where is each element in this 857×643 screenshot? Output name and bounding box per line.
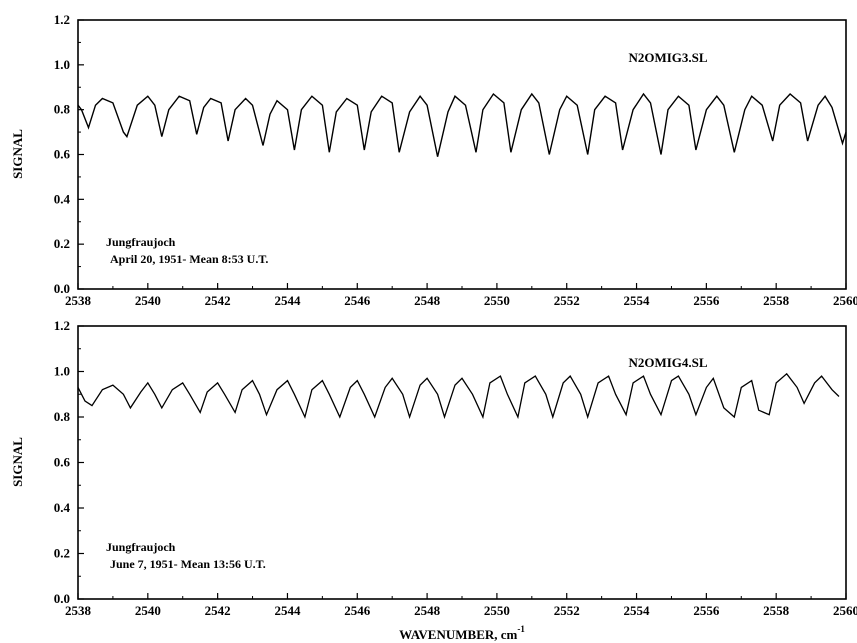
x-tick-label-top-4: 2546: [344, 293, 371, 308]
x-tick-label-bottom-6: 2550: [484, 603, 510, 618]
y-tick-label-top-1: 0.2: [54, 236, 70, 251]
series-file-label-top: N2OMIG3.SL: [628, 50, 707, 65]
y-axis-title-bottom: SIGNAL: [10, 437, 25, 487]
y-tick-label-top-3: 0.6: [54, 147, 71, 162]
x-tick-label-bottom-9: 2556: [693, 603, 720, 618]
panel-bottom: 0.00.20.40.60.81.01.2 2538 2540 2542 2544 25…: [10, 318, 857, 642]
x-tick-label-bottom-8: 2554: [624, 603, 651, 618]
x-tick-label-bottom-5: 2548: [414, 603, 441, 618]
y-tick-label-bottom-2: 0.4: [54, 500, 71, 515]
x-tick-label-top-0: 2538: [65, 293, 92, 308]
y-tick-label-bottom-4: 0.8: [54, 409, 71, 424]
x-tick-label-bottom-1: 2540: [135, 603, 161, 618]
y-tick-label-top-0: 0.0: [54, 281, 70, 296]
spectrum-line-bottom: [77, 372, 840, 420]
x-tick-label-bottom-11: 2560: [833, 603, 857, 618]
x-tick-label-bottom-10: 2558: [763, 603, 790, 618]
x-tick-label-bottom-4: 2546: [344, 603, 371, 618]
x-tick-label-top-3: 2544: [274, 293, 301, 308]
y-tick-label-top-6: 1.2: [54, 12, 70, 27]
plot-frame-top: [77, 19, 847, 290]
location-annotation-bottom: Jungfraujoch: [106, 540, 176, 554]
panel-top: 0.00.20.40.60.81.01.2 2538 2540 2542 2544 25…: [10, 12, 857, 308]
y-tick-label-top-4: 0.8: [54, 102, 71, 117]
x-tick-label-top-10: 2558: [763, 293, 790, 308]
x-tick-label-bottom-2: 2542: [205, 603, 231, 618]
y-tick-label-bottom-3: 0.6: [54, 455, 71, 470]
x-tick-label-bottom-3: 2544: [274, 603, 301, 618]
x-tick-label-top-9: 2556: [693, 293, 720, 308]
x-axis-title: WAVENUMBER, cm-1: [399, 624, 525, 642]
y-axis-ticks-top: 0.0 0.2 0.4 0.6 0.8 1.0 1.2: [54, 12, 84, 296]
y-axis-ticks-bottom: 0.0 0.2 0.4 0.6 0.8 1.0 1.2: [54, 318, 84, 606]
x-tick-label-top-11: 2560: [833, 293, 857, 308]
x-tick-label-top-8: 2554: [624, 293, 651, 308]
x-axis-title-text: WAVENUMBER, cm: [399, 627, 517, 642]
x-tick-label-bottom-0: 2538: [65, 603, 92, 618]
series-file-label-bottom: N2OMIG4.SL: [628, 355, 707, 370]
x-tick-label-top-5: 2548: [414, 293, 441, 308]
y-tick-label-bottom-6: 1.2: [54, 318, 70, 333]
x-tick-label-bottom-7: 2552: [554, 603, 580, 618]
location-annotation-top: Jungfraujoch: [106, 235, 176, 249]
y-tick-label-top-5: 1.0: [54, 57, 70, 72]
y-tick-label-bottom-5: 1.0: [54, 364, 70, 379]
spectrum-line-top: [77, 92, 847, 157]
x-axis-ticks-bottom: 2538 2540 2542 2544 2546 2548 2550 2552 2554 2556…: [65, 593, 857, 618]
y-tick-label-bottom-1: 0.2: [54, 546, 70, 561]
date-annotation-bottom: June 7, 1951- Mean 13:56 U.T.: [110, 557, 266, 571]
x-tick-label-top-2: 2542: [205, 293, 231, 308]
x-tick-label-top-6: 2550: [484, 293, 510, 308]
y-tick-label-bottom-0: 0.0: [54, 591, 70, 606]
x-axis-ticks-top: 2538 2540 2542 2544 2546 2548 2550 2552 2554 2556…: [65, 283, 857, 308]
x-tick-label-top-7: 2552: [554, 293, 580, 308]
date-annotation-top: April 20, 1951- Mean 8:53 U.T.: [110, 252, 268, 266]
y-axis-title-top: SIGNAL: [10, 129, 25, 179]
y-tick-label-top-2: 0.4: [54, 191, 71, 206]
x-axis-title-superscript: -1: [517, 624, 525, 634]
x-tick-label-top-1: 2540: [135, 293, 161, 308]
